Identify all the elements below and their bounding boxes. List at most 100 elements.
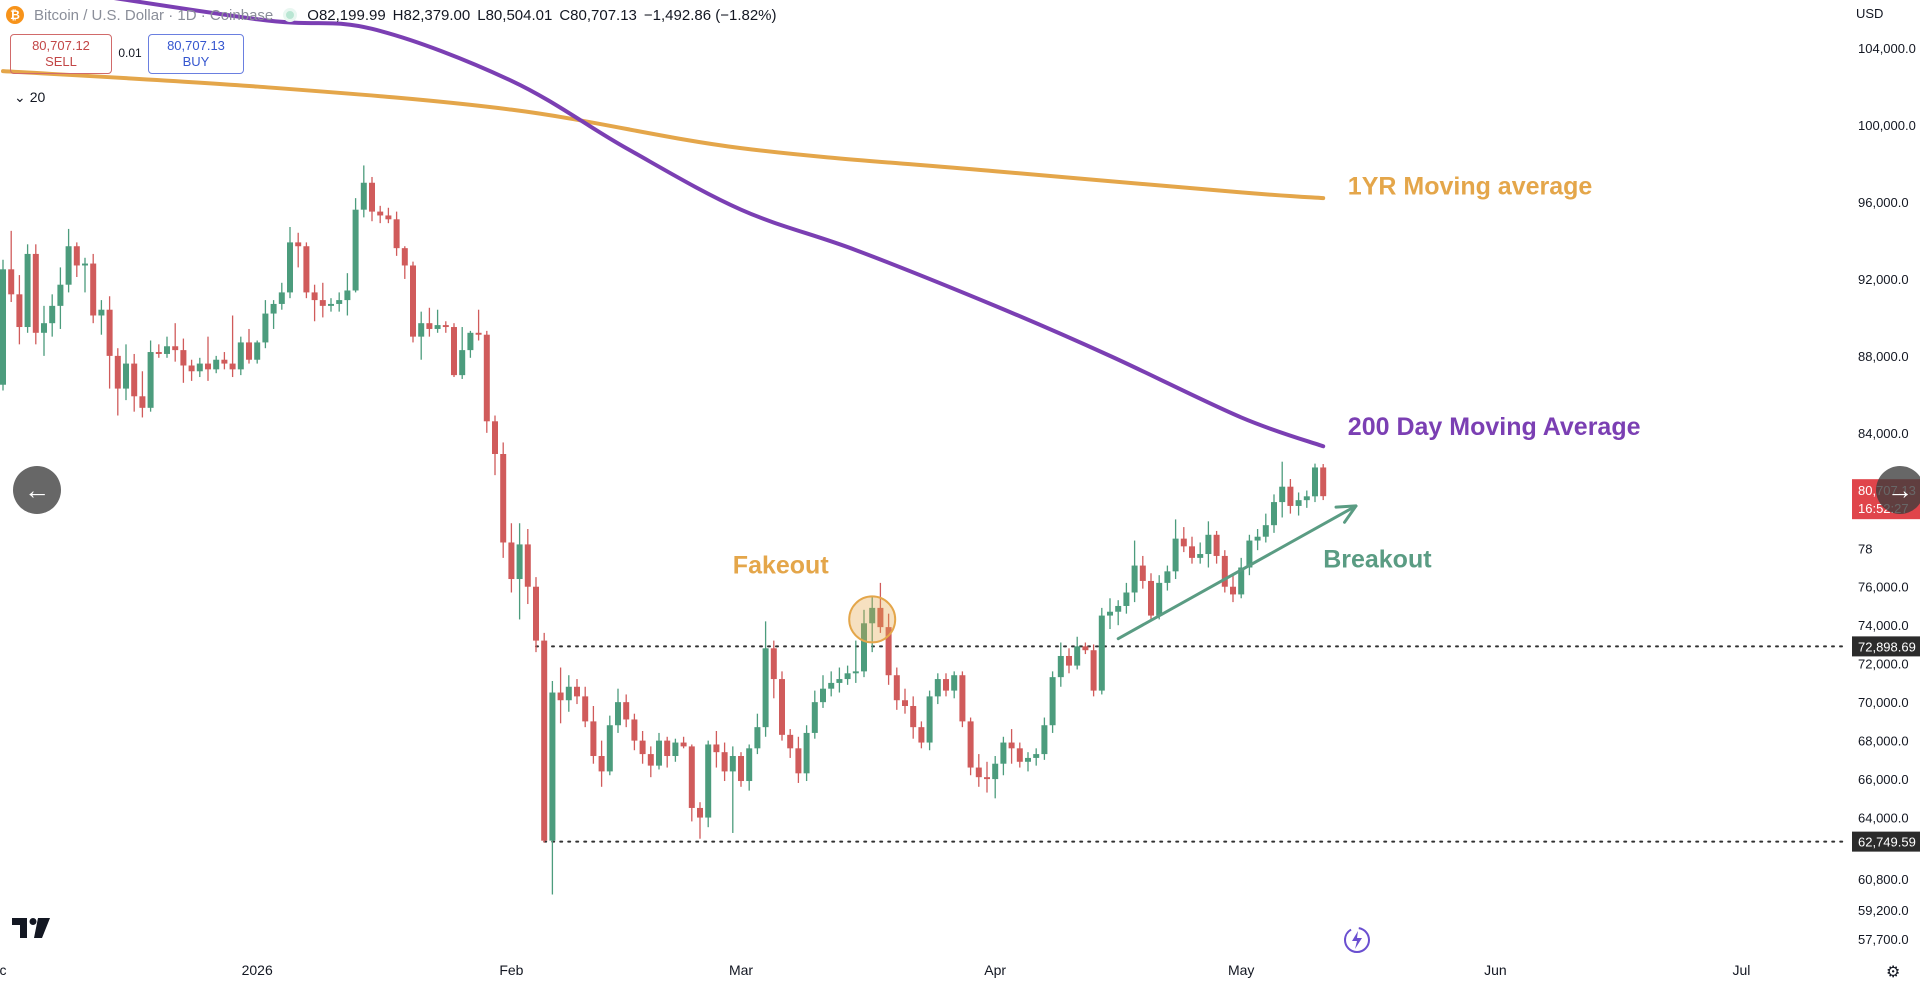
chevron-down-icon: ⌄ — [14, 88, 26, 105]
candle-body — [1148, 580, 1154, 616]
candle-down — [475, 309, 482, 341]
market-status-icon — [283, 8, 298, 22]
candle-body — [1041, 725, 1048, 755]
sell-price: 80,707.12 — [32, 38, 90, 53]
candle-up — [147, 340, 154, 412]
candle-body — [278, 292, 285, 304]
candle-up — [164, 336, 170, 358]
candle-up — [1123, 582, 1130, 614]
candle-up — [278, 282, 285, 310]
annotation-label: 1YR Moving average — [1348, 172, 1593, 200]
candle-up — [1172, 519, 1179, 580]
candle-body — [196, 363, 203, 372]
candle-down — [1066, 648, 1072, 674]
candle-up — [1156, 575, 1163, 620]
buy-button[interactable]: 80,707.13 BUY — [148, 34, 244, 74]
fakeout-marker — [848, 595, 897, 644]
candle-down — [16, 275, 23, 345]
candle-down — [369, 176, 375, 222]
candle-body — [385, 215, 392, 220]
symbol-title[interactable]: Bitcoin / U.S. Dollar · 1D · Coinbase — [34, 6, 274, 24]
next-arrow-icon[interactable]: → — [1876, 466, 1920, 514]
candle-body — [754, 727, 761, 749]
candle-body — [1172, 538, 1179, 572]
candle-body — [57, 284, 64, 306]
candle-down — [1287, 479, 1294, 514]
gear-icon[interactable]: ⚙ — [1886, 964, 1901, 981]
ohlc-values: O82,199.99 H82,379.00 L80,504.01 C80,707… — [307, 7, 776, 24]
candle-down — [1230, 575, 1236, 603]
candle-body — [164, 346, 170, 354]
candle-body — [500, 453, 507, 543]
x-tick-label: Jul — [1732, 962, 1750, 978]
candle-up — [1312, 463, 1318, 503]
candle-up — [803, 725, 810, 782]
candle-up — [270, 300, 277, 329]
candle-down — [680, 736, 687, 749]
candle-body — [295, 242, 302, 247]
candle-body — [1246, 540, 1253, 568]
y-tick-label: 68,000.0 — [1858, 734, 1909, 749]
y-tick-label: 76,000.0 — [1858, 580, 1909, 595]
candle-body — [1189, 546, 1195, 558]
candle-down — [73, 242, 80, 278]
candle-body — [287, 242, 293, 293]
breakout-arrow — [1116, 504, 1358, 641]
candle-body — [1295, 500, 1302, 506]
candle-up — [0, 259, 6, 391]
candle-body — [820, 688, 826, 703]
candle-body — [811, 702, 818, 733]
candle-body — [787, 734, 794, 749]
tradingview-logo-icon[interactable] — [12, 918, 50, 943]
previous-arrow-icon[interactable]: ← — [13, 466, 61, 514]
candle-body — [360, 182, 367, 210]
candle-body — [1213, 534, 1220, 556]
candle-down — [738, 752, 744, 787]
candle-up — [1107, 598, 1113, 630]
candle-up — [1279, 461, 1286, 518]
candle-down — [385, 207, 392, 224]
candle-body — [1049, 677, 1056, 726]
y-tick-label: 66,000.0 — [1858, 772, 1909, 787]
y-tick-label: 88,000.0 — [1858, 349, 1909, 364]
candle-body — [721, 752, 728, 772]
currency-label[interactable]: USD — [1856, 6, 1884, 21]
candle-up — [565, 675, 572, 712]
candle-body — [172, 346, 179, 351]
candle-down — [319, 282, 326, 318]
sell-button[interactable]: 80,707.12 SELL — [10, 34, 112, 74]
candle-up — [336, 292, 343, 312]
candle-down — [139, 371, 146, 418]
candle-down — [1139, 555, 1146, 589]
candle-down — [541, 632, 548, 843]
candle-down — [918, 721, 925, 749]
candle-body — [1033, 754, 1040, 758]
candle-body — [410, 265, 416, 337]
candle-body — [975, 767, 982, 778]
candle-up — [746, 744, 753, 791]
candle-down — [967, 717, 974, 776]
candle-up — [1000, 736, 1007, 776]
candle-down — [451, 323, 457, 378]
candle-down — [246, 328, 252, 364]
candle-up — [516, 523, 523, 620]
candle-body — [90, 263, 97, 316]
candle-down — [877, 582, 884, 633]
candle-body — [1000, 742, 1007, 764]
indicator-legend-toggle[interactable]: ⌄ 20 — [8, 86, 52, 108]
candle-body — [1197, 554, 1204, 558]
candle-down — [787, 729, 794, 758]
candle-up — [1164, 565, 1171, 591]
candle-up — [754, 713, 761, 755]
candle-body — [303, 246, 310, 293]
y-tick-label: 70,000.0 — [1858, 695, 1909, 710]
lightning-icon[interactable] — [1342, 925, 1372, 960]
candle-body — [41, 323, 47, 333]
candle-down — [1016, 742, 1023, 768]
candle-body — [246, 342, 252, 360]
level-price-tag — [1852, 831, 1920, 852]
candle-up — [418, 311, 425, 360]
candle-down — [590, 705, 597, 764]
candle-down — [688, 744, 695, 822]
